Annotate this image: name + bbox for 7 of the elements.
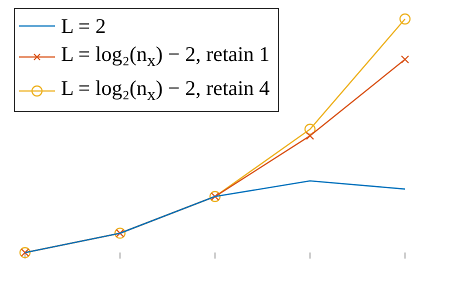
point (304, 124, 316, 135)
legend-label: L = log₂(n$_{x}$) − 2, retain 4 (61, 75, 270, 106)
point (400, 55, 410, 64)
legend-label: L = log₂(n$_{x}$) − 2, retain 1 (61, 41, 270, 72)
point (306, 132, 314, 140)
legend-label: L = 2 (61, 13, 106, 40)
point (399, 13, 411, 25)
